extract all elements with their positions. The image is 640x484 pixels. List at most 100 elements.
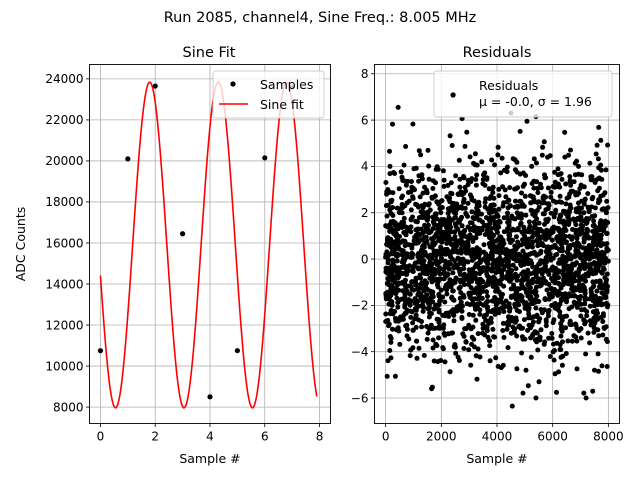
residual-point <box>582 266 588 272</box>
residual-point <box>500 362 506 368</box>
residual-point <box>511 251 517 257</box>
residual-point <box>533 289 539 295</box>
residual-point <box>563 201 569 207</box>
residual-point <box>601 326 607 331</box>
residual-point <box>591 218 597 224</box>
residual-point <box>505 210 510 216</box>
residual-point <box>550 275 556 281</box>
residual-point <box>567 208 572 213</box>
y-tick-label: 8 <box>361 67 369 81</box>
residual-point <box>484 228 490 234</box>
residual-point <box>600 319 606 324</box>
residual-point <box>450 297 456 303</box>
residual-point <box>430 337 436 343</box>
residual-point <box>446 266 451 271</box>
residual-point <box>410 121 416 127</box>
residual-point <box>571 179 577 185</box>
residual-point <box>390 121 395 127</box>
residual-point <box>394 271 400 277</box>
residual-point <box>427 310 433 316</box>
residual-point <box>397 341 403 347</box>
residual-point <box>456 240 462 246</box>
residual-point <box>414 338 419 344</box>
residual-point <box>421 244 427 250</box>
residual-point <box>442 258 448 264</box>
residual-point <box>605 247 611 253</box>
residual-point <box>413 313 419 319</box>
residual-point <box>474 376 480 382</box>
residual-point <box>504 275 510 281</box>
residual-point <box>504 326 510 332</box>
residual-point <box>408 347 414 353</box>
residual-point <box>566 306 572 312</box>
residual-point <box>604 364 610 369</box>
residual-point <box>569 338 575 344</box>
residuals-legend: Residuals μ = -0.0, σ = 1.96 <box>433 70 613 118</box>
residual-point <box>596 333 602 339</box>
residual-point <box>469 341 475 347</box>
residual-point <box>545 206 551 212</box>
residual-point <box>566 220 572 226</box>
residual-point <box>461 175 467 181</box>
residual-point <box>487 255 493 261</box>
residual-point <box>581 390 587 396</box>
residual-point <box>523 173 529 178</box>
y-tick-label: 22000 <box>45 113 83 127</box>
residual-point <box>424 240 430 246</box>
residual-point <box>462 258 468 264</box>
sine-fit-xlabel: Sample # <box>179 451 240 466</box>
residual-point <box>522 336 528 342</box>
y-tick-label: −4 <box>351 345 369 359</box>
residual-point <box>389 250 395 256</box>
residual-point <box>389 302 395 308</box>
residual-point <box>423 283 429 289</box>
residual-point <box>602 218 608 224</box>
residual-point <box>388 285 394 291</box>
residual-point <box>414 202 420 208</box>
residual-point <box>409 279 415 285</box>
residual-point <box>409 309 415 315</box>
residual-point <box>402 304 408 310</box>
residual-point <box>457 271 463 277</box>
residual-point <box>490 190 496 196</box>
residual-point <box>473 177 479 182</box>
residual-point <box>514 366 520 372</box>
residual-point <box>408 314 414 320</box>
residual-point <box>469 194 475 200</box>
residual-point <box>407 302 413 308</box>
residual-point <box>429 266 435 272</box>
sine-fit-ticks: 0 2 4 6 8 8000 10000 12000 14000 16000 18000 20000 2… <box>45 72 323 443</box>
residual-point <box>419 176 425 182</box>
residual-point <box>403 310 409 316</box>
residual-point <box>599 270 605 276</box>
residual-point <box>469 296 475 302</box>
residual-point <box>424 217 430 223</box>
residual-point <box>602 190 608 196</box>
x-tick-label: 4000 <box>482 430 513 444</box>
residual-point <box>574 338 580 344</box>
residual-point <box>541 200 547 206</box>
residual-point <box>525 327 531 333</box>
residual-point <box>443 287 449 292</box>
residual-point <box>518 221 523 227</box>
residual-point <box>430 226 436 232</box>
residual-point <box>484 175 490 181</box>
residual-point <box>545 244 551 250</box>
residual-point <box>460 240 466 246</box>
residual-point <box>474 227 480 233</box>
legend-samples-label: Samples <box>260 77 313 92</box>
residual-point <box>387 268 392 274</box>
residual-point <box>441 330 447 336</box>
residual-point <box>499 262 505 268</box>
residual-point <box>558 333 564 339</box>
residual-point <box>472 151 478 157</box>
residual-point <box>430 186 436 191</box>
residual-point <box>559 296 565 302</box>
residual-point <box>579 307 585 313</box>
sample-point <box>262 155 268 161</box>
residual-point <box>596 124 602 130</box>
residual-point <box>383 294 389 300</box>
residual-point <box>449 330 454 336</box>
residual-point <box>566 194 572 200</box>
residual-point <box>600 225 606 231</box>
